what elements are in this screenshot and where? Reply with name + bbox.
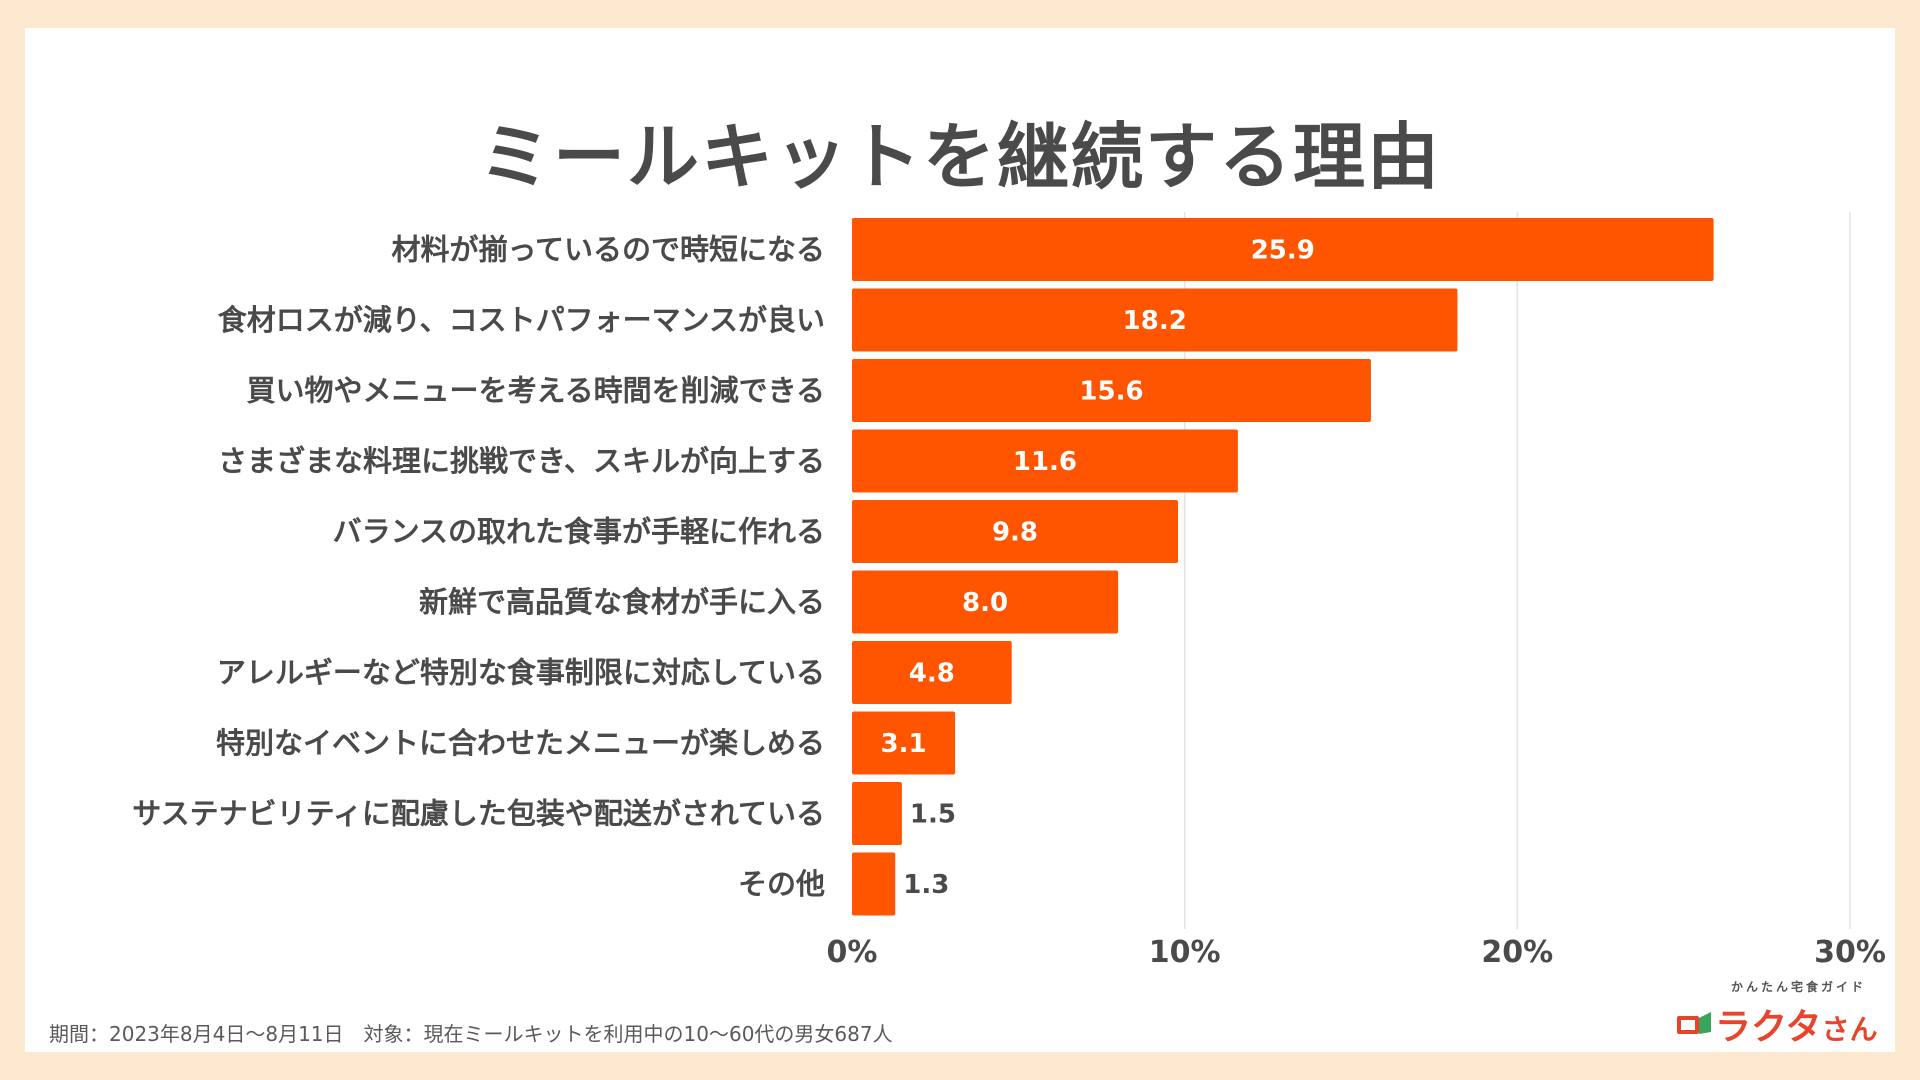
category-label: その他	[738, 867, 825, 901]
survey-note: 期間：2023年8月4日〜8月11日 対象：現在ミールキットを利用中の10〜60…	[49, 1022, 893, 1046]
bar	[852, 641, 1012, 704]
bar	[852, 288, 1458, 352]
bar-chart: 0% 10% 20% 30% 材料が揃っているので時短になる 25.9 食材ロスが減り、コス…	[132, 212, 1886, 970]
bar	[852, 359, 1371, 422]
category-label: さまざまな料理に挑戦でき、スキルが向上する	[218, 444, 825, 478]
chart-title: ミールキットを継続する理由	[478, 115, 1441, 199]
x-tick-label: 20%	[1481, 935, 1553, 970]
category-label: 食材ロスが減り、コストパフォーマンスが良い	[218, 303, 825, 337]
category-label: 材料が揃っているので時短になる	[391, 233, 825, 267]
bar	[852, 782, 902, 845]
logo-name: ラクタ	[1715, 1007, 1822, 1048]
value-label: 15.6	[1079, 377, 1143, 407]
x-tick-label: 10%	[1149, 935, 1221, 970]
value-label: 9.8	[992, 518, 1038, 548]
value-label: 1.5	[910, 800, 956, 830]
x-tick-label: 30%	[1814, 935, 1886, 970]
category-label: サステナビリティに配慮した包装や配送がされている	[132, 797, 825, 831]
value-label: 25.9	[1251, 236, 1315, 266]
value-label: 11.6	[1013, 447, 1077, 477]
meal-box-icon	[1677, 1012, 1711, 1034]
logo-wordmark: ラクタさん	[1715, 998, 1878, 1050]
value-label: 4.8	[909, 659, 955, 689]
value-label: 3.1	[881, 729, 927, 759]
logo-tagline: かんたん宅食ガイド	[1731, 980, 1867, 994]
bar	[852, 852, 896, 916]
x-tick-label: 0%	[827, 935, 878, 970]
bar	[852, 711, 956, 775]
category-label: バランスの取れた食事が手軽に作れる	[333, 515, 825, 549]
bar	[852, 218, 1714, 281]
category-label: 新鮮で高品質な食材が手に入る	[419, 585, 825, 619]
chart-card: ミールキットを継続する理由 0% 10% 20% 30% 材料が揃っているので時短になる…	[25, 28, 1895, 1052]
bar	[852, 429, 1238, 493]
category-label: 特別なイベントに合わせたメニューが楽しめる	[216, 726, 825, 760]
category-label: 買い物やメニューを考える時間を削減できる	[246, 374, 825, 408]
value-label: 8.0	[962, 588, 1008, 618]
logo-suffix: さん	[1821, 1013, 1878, 1046]
bar	[852, 570, 1119, 634]
rakuta-logo: かんたん宅食ガイド ラクタさん	[1675, 978, 1905, 1058]
category-label: アレルギーなど特別な食事制限に対応している	[217, 656, 825, 690]
value-label: 1.3	[903, 870, 949, 900]
value-label: 18.2	[1123, 306, 1187, 336]
bar	[852, 500, 1179, 563]
